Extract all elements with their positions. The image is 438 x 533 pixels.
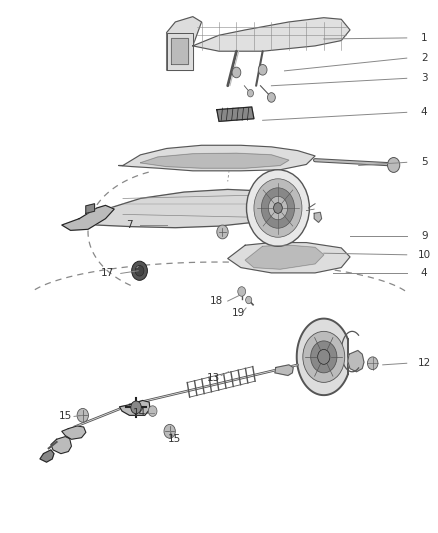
Circle shape xyxy=(246,296,252,304)
Polygon shape xyxy=(348,351,364,372)
Polygon shape xyxy=(245,245,324,269)
Circle shape xyxy=(254,179,302,237)
Circle shape xyxy=(247,169,309,246)
Polygon shape xyxy=(51,437,71,454)
Circle shape xyxy=(303,332,345,382)
Circle shape xyxy=(232,67,241,78)
Text: 9: 9 xyxy=(421,231,427,241)
Polygon shape xyxy=(166,17,201,70)
Polygon shape xyxy=(314,212,321,222)
Polygon shape xyxy=(166,33,193,70)
Circle shape xyxy=(268,93,276,102)
Text: 4: 4 xyxy=(421,107,427,117)
Text: 3: 3 xyxy=(421,74,427,83)
Text: 18: 18 xyxy=(210,296,223,306)
Circle shape xyxy=(148,406,157,416)
Circle shape xyxy=(135,265,144,276)
Text: 15: 15 xyxy=(59,411,72,422)
Polygon shape xyxy=(297,319,348,395)
Circle shape xyxy=(388,158,400,172)
Polygon shape xyxy=(193,18,350,51)
Circle shape xyxy=(77,408,88,422)
Circle shape xyxy=(164,424,175,438)
Polygon shape xyxy=(119,146,315,171)
Text: 10: 10 xyxy=(418,250,431,260)
Circle shape xyxy=(268,196,288,220)
Circle shape xyxy=(132,261,148,280)
Circle shape xyxy=(258,64,267,75)
Polygon shape xyxy=(228,243,350,273)
Polygon shape xyxy=(62,426,86,439)
Text: 19: 19 xyxy=(232,308,245,318)
Circle shape xyxy=(217,225,228,239)
Polygon shape xyxy=(171,38,188,64)
Text: 15: 15 xyxy=(168,434,181,445)
Polygon shape xyxy=(86,204,95,213)
Circle shape xyxy=(311,341,337,373)
Circle shape xyxy=(367,357,378,369)
Circle shape xyxy=(318,350,330,365)
Text: 14: 14 xyxy=(133,408,146,418)
Text: 2: 2 xyxy=(421,53,427,63)
Polygon shape xyxy=(62,205,114,230)
Polygon shape xyxy=(40,450,54,462)
Circle shape xyxy=(274,203,283,213)
Text: 12: 12 xyxy=(417,358,431,368)
Circle shape xyxy=(247,90,254,97)
Text: 4: 4 xyxy=(421,268,427,278)
Circle shape xyxy=(131,401,141,414)
Polygon shape xyxy=(275,365,293,375)
Text: 1: 1 xyxy=(421,33,427,43)
Polygon shape xyxy=(120,400,150,415)
Circle shape xyxy=(261,188,294,228)
Text: 5: 5 xyxy=(421,157,427,167)
Text: 17: 17 xyxy=(101,269,114,278)
Polygon shape xyxy=(217,107,254,122)
Polygon shape xyxy=(141,154,289,168)
Text: 13: 13 xyxy=(207,373,220,383)
Polygon shape xyxy=(79,189,297,228)
Circle shape xyxy=(238,287,246,296)
Text: 7: 7 xyxy=(126,220,133,230)
